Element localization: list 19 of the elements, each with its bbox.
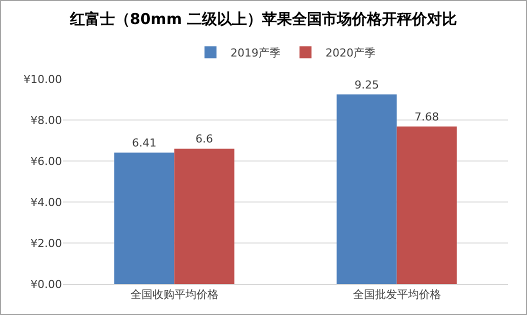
x-tick-label: 全国批发平均价格 xyxy=(352,288,441,302)
bar xyxy=(174,148,234,284)
legend-label: 2019产季 xyxy=(230,46,280,60)
chart-title: 红富士（80mm 二级以上）苹果全国市场价格开秤价对比 xyxy=(68,10,458,28)
data-label: 6.6 xyxy=(196,132,214,146)
data-label: 9.25 xyxy=(354,78,379,92)
y-tick-label: ¥0.00 xyxy=(30,278,62,291)
y-tick-label: ¥4.00 xyxy=(30,196,62,209)
bar xyxy=(336,94,397,284)
y-tick-label: ¥8.00 xyxy=(30,114,62,127)
data-label: 7.68 xyxy=(414,110,440,124)
y-tick-label: ¥6.00 xyxy=(30,154,62,168)
y-tick-label: ¥2.00 xyxy=(30,236,62,250)
y-tick-label: ¥10.00 xyxy=(24,72,62,86)
legend-label: 2020产季 xyxy=(326,46,376,60)
bar xyxy=(114,152,174,284)
bar xyxy=(396,126,457,284)
data-label: 6.41 xyxy=(132,136,156,150)
x-tick-label: 全国收购平均价格 xyxy=(130,288,218,302)
